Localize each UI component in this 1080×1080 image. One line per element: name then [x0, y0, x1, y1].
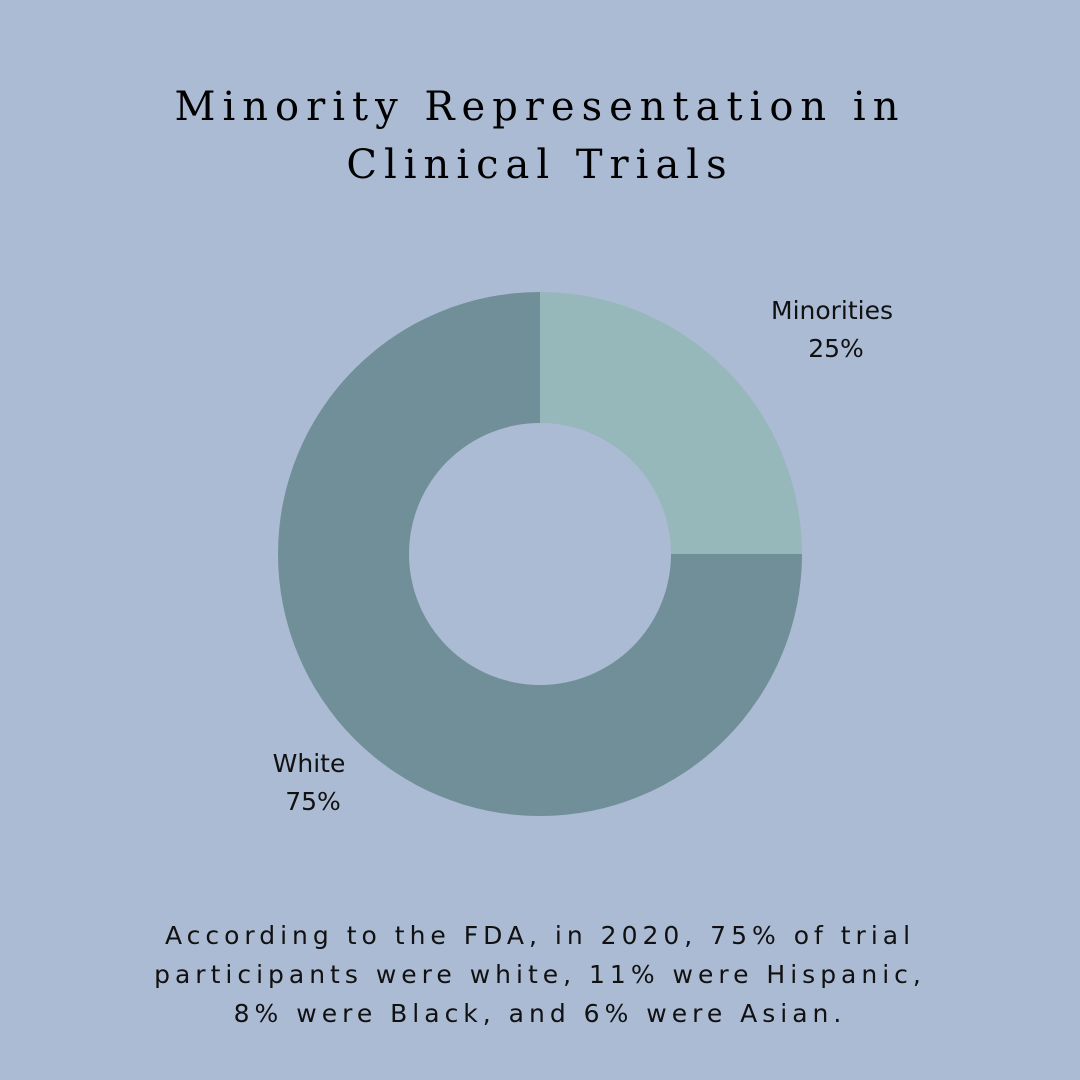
slice-label-white-name: White — [273, 749, 346, 778]
footnote: According to the FDA, in 2020, 75% of tr… — [60, 916, 1020, 1033]
donut-hole — [409, 423, 671, 685]
slice-label-white: White 75% — [273, 749, 354, 816]
footnote-line-3: 8% were Black, and 6% were Asian. — [233, 999, 847, 1028]
slice-label-white-value: 75% — [285, 787, 341, 816]
chart-title: Minority Representation in Clinical Tria… — [90, 78, 990, 194]
slice-label-minorities-value: 25% — [808, 334, 864, 363]
chart-title-line-1: Minority Representation in — [174, 84, 906, 130]
chart-title-line-2: Clinical Trials — [346, 142, 734, 188]
footnote-line-1: According to the FDA, in 2020, 75% of tr… — [164, 921, 916, 950]
slice-label-minorities: Minorities 25% — [771, 296, 901, 363]
footnote-line-2: participants were white, 11% were Hispan… — [154, 960, 926, 989]
slice-label-minorities-name: Minorities — [771, 296, 893, 325]
